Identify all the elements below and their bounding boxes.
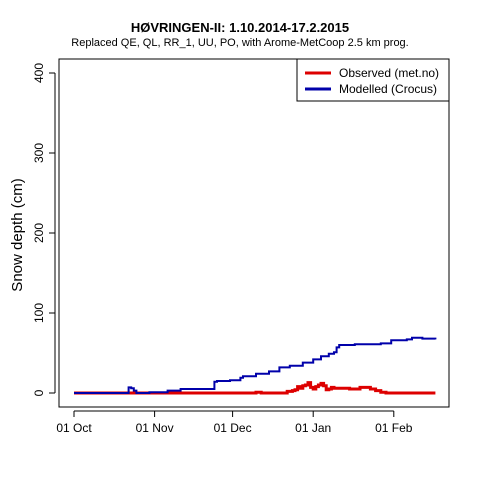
legend-label: Observed (met.no) — [339, 66, 439, 80]
y-tick-label: 0 — [32, 389, 46, 396]
y-tick-label: 400 — [32, 63, 46, 83]
x-tick-label: 01 Nov — [136, 421, 174, 435]
y-tick-label: 300 — [32, 143, 46, 163]
y-tick-label: 100 — [32, 303, 46, 323]
legend-label: Modelled (Crocus) — [339, 82, 437, 96]
x-tick-label: 01 Oct — [56, 421, 92, 435]
x-tick-label: 01 Dec — [214, 421, 252, 435]
x-tick-label: 01 Feb — [375, 421, 413, 435]
y-axis-label: Snow depth (cm) — [9, 178, 26, 291]
y-tick-label: 200 — [32, 223, 46, 243]
plot-frame — [59, 59, 449, 407]
x-tick-label: 01 Jan — [295, 421, 331, 435]
series-line-modelled — [74, 338, 435, 393]
